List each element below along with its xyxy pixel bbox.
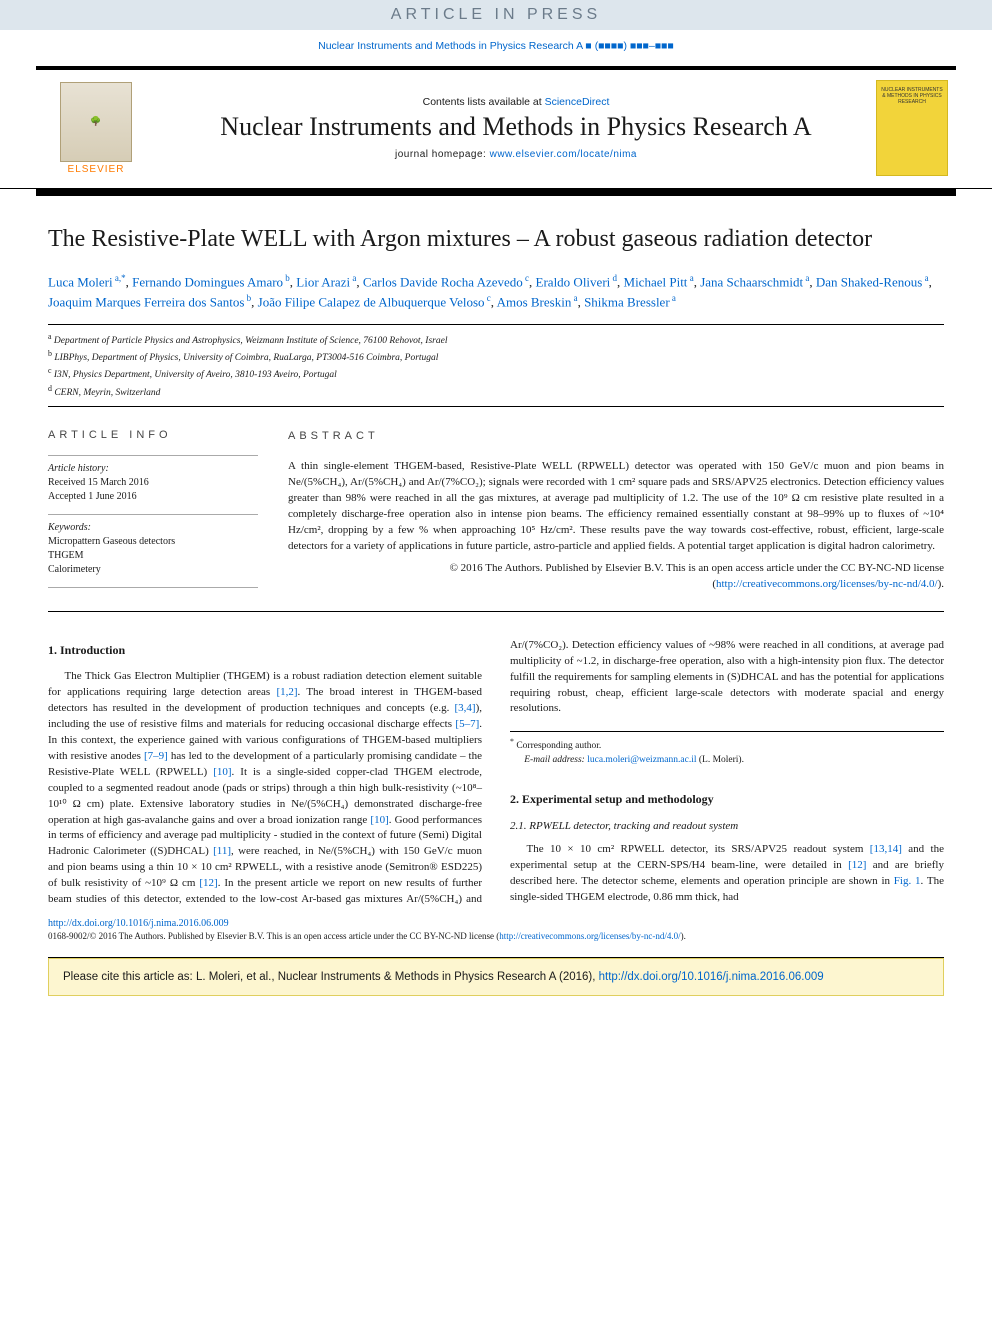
footer-license-link[interactable]: http://creativecommons.org/licenses/by-n… <box>499 931 680 941</box>
history-label: Article history: <box>48 462 258 476</box>
corresp-label: Corresponding author. <box>516 742 601 752</box>
abstract-column: ABSTRACT A thin single-element THGEM-bas… <box>288 429 944 592</box>
abstract-head: ABSTRACT <box>288 429 944 445</box>
abstract-copyright: © 2016 The Authors. Published by Elsevie… <box>288 561 944 593</box>
author-link[interactable]: Lior Arazi <box>296 274 350 289</box>
footer-doi: http://dx.doi.org/10.1016/j.nima.2016.06… <box>0 908 992 931</box>
author-affil-sup: b <box>283 273 290 283</box>
author-link[interactable]: Fernando Domingues Amaro <box>132 274 283 289</box>
elsevier-wordmark: ELSEVIER <box>68 164 125 175</box>
affiliation-row: d CERN, Meyrin, Switzerland <box>48 383 944 400</box>
top-citation-vol: ■ (■■■■) ■■■–■■■ <box>583 40 674 52</box>
author-link[interactable]: Luca Moleri <box>48 274 113 289</box>
author-affil-sup: b <box>244 293 251 303</box>
ref-link[interactable]: [12] <box>199 877 217 889</box>
corresp-star: * <box>510 737 514 746</box>
author-link[interactable]: João Filipe Calapez de Albuquerque Velos… <box>258 294 485 309</box>
subsection-heading: 2.1. RPWELL detector, tracking and reado… <box>510 819 944 835</box>
author-link[interactable]: Amos Breskin <box>497 294 572 309</box>
keyword: THGEM <box>48 549 258 563</box>
ref-link[interactable]: [11] <box>213 845 231 857</box>
author-affil-sup: a <box>922 273 928 283</box>
author-affil-sup: a <box>687 273 693 283</box>
author-affil-sup: c <box>485 293 491 303</box>
article-in-press-banner: ARTICLE IN PRESS <box>0 0 992 30</box>
rule-thick <box>36 189 956 196</box>
author-affil-sup: a,* <box>113 273 126 283</box>
section-heading: 2. Experimental setup and methodology <box>510 791 944 808</box>
author-list: Luca Moleri a,*, Fernando Domingues Amar… <box>48 272 944 312</box>
ref-link[interactable]: [1,2] <box>276 686 297 698</box>
body-columns: 1. Introduction The Thick Gas Electron M… <box>48 638 944 908</box>
homepage-line: journal homepage: www.elsevier.com/locat… <box>156 149 876 160</box>
author-affil-sup: d <box>610 273 617 283</box>
doi-link[interactable]: http://dx.doi.org/10.1016/j.nima.2016.06… <box>48 918 229 929</box>
author-affil-sup: a <box>571 293 577 303</box>
journal-cover-icon: NUCLEAR INSTRUMENTS & METHODS IN PHYSICS… <box>876 80 948 176</box>
contents-lists-line: Contents lists available at ScienceDirec… <box>156 96 876 108</box>
fig-link[interactable]: Fig. 1 <box>894 875 921 887</box>
ref-link[interactable]: [10] <box>370 814 388 826</box>
email-label: E-mail address: <box>524 755 587 765</box>
masthead-center: Contents lists available at ScienceDirec… <box>156 96 876 161</box>
article-history: Article history: Received 15 March 2016 … <box>48 455 258 514</box>
citebox-doi-link[interactable]: http://dx.doi.org/10.1016/j.nima.2016.06… <box>599 971 824 983</box>
author-affil-sup: c <box>523 273 529 283</box>
author-affil-sup: a <box>670 293 676 303</box>
article-info-column: ARTICLE INFO Article history: Received 1… <box>48 429 258 592</box>
issn-text: 0168-9002/© 2016 The Authors. Published … <box>48 931 499 941</box>
contents-prefix: Contents lists available at <box>423 96 545 108</box>
homepage-link[interactable]: www.elsevier.com/locate/nima <box>490 149 637 160</box>
section-heading: 1. Introduction <box>48 642 482 659</box>
cite-this-article-box: Please cite this article as: L. Moleri, … <box>48 958 944 996</box>
affiliation-row: c I3N, Physics Department, University of… <box>48 365 944 382</box>
journal-name: Nuclear Instruments and Methods in Physi… <box>156 112 876 142</box>
affiliations: a Department of Particle Physics and Ast… <box>48 324 944 408</box>
author-link[interactable]: Jana Schaarschmidt <box>700 274 803 289</box>
author-link[interactable]: Joaquim Marques Ferreira dos Santos <box>48 294 244 309</box>
author-link[interactable]: Dan Shaked-Renous <box>816 274 923 289</box>
keyword: Micropattern Gaseous detectors <box>48 535 258 549</box>
info-abstract-row: ARTICLE INFO Article history: Received 1… <box>48 429 944 611</box>
ref-link[interactable]: [3,4] <box>455 702 476 714</box>
author-link[interactable]: Carlos Davide Rocha Azevedo <box>363 274 523 289</box>
issn-end: ). <box>681 931 686 941</box>
keywords-block: Keywords: Micropattern Gaseous detectors… <box>48 514 258 588</box>
body-paragraph: The 10 × 10 cm² RPWELL detector, its SRS… <box>510 842 944 906</box>
affiliation-row: b LIBPhys, Department of Physics, Univer… <box>48 348 944 365</box>
ref-link[interactable]: [12] <box>848 859 866 871</box>
ref-link[interactable]: [5–7] <box>455 718 479 730</box>
homepage-prefix: journal homepage: <box>395 149 490 160</box>
abstract-text: A thin single-element THGEM-based, Resis… <box>288 459 944 555</box>
corresponding-author-footnote: * Corresponding author. E-mail address: … <box>510 731 944 767</box>
author-affil-sup: a <box>350 273 356 283</box>
author-link[interactable]: Eraldo Oliveri <box>536 274 611 289</box>
received-line: Received 15 March 2016 <box>48 476 258 490</box>
footer-copyright: 0168-9002/© 2016 The Authors. Published … <box>0 931 992 957</box>
author-affil-sup: a <box>803 273 809 283</box>
author-link[interactable]: Shikma Bressler <box>584 294 670 309</box>
publisher-logo-block: 🌳 ELSEVIER <box>36 82 156 175</box>
keyword: Calorimetery <box>48 563 258 577</box>
masthead: 🌳 ELSEVIER Contents lists available at S… <box>0 70 992 189</box>
corresp-name: (L. Moleri). <box>696 755 744 765</box>
article-title: The Resistive-Plate WELL with Argon mixt… <box>48 224 944 254</box>
top-citation: Nuclear Instruments and Methods in Physi… <box>0 30 992 66</box>
accepted-line: Accepted 1 June 2016 <box>48 490 258 504</box>
sciencedirect-link[interactable]: ScienceDirect <box>545 96 610 108</box>
ref-link[interactable]: [13,14] <box>870 843 902 855</box>
ref-link[interactable]: [10] <box>213 766 231 778</box>
elsevier-tree-icon: 🌳 <box>60 82 132 162</box>
license-link[interactable]: http://creativecommons.org/licenses/by-n… <box>716 578 938 590</box>
keywords-label: Keywords: <box>48 521 258 535</box>
author-link[interactable]: Michael Pitt <box>624 274 688 289</box>
ref-link[interactable]: [7–9] <box>144 750 168 762</box>
article-info-head: ARTICLE INFO <box>48 429 258 441</box>
top-citation-journal[interactable]: Nuclear Instruments and Methods in Physi… <box>318 40 582 52</box>
citebox-text: Please cite this article as: L. Moleri, … <box>63 971 599 983</box>
affiliation-row: a Department of Particle Physics and Ast… <box>48 331 944 348</box>
corresp-email-link[interactable]: luca.moleri@weizmann.ac.il <box>587 755 696 765</box>
journal-cover-block: NUCLEAR INSTRUMENTS & METHODS IN PHYSICS… <box>876 80 956 176</box>
copyright-end: ). <box>938 578 944 590</box>
